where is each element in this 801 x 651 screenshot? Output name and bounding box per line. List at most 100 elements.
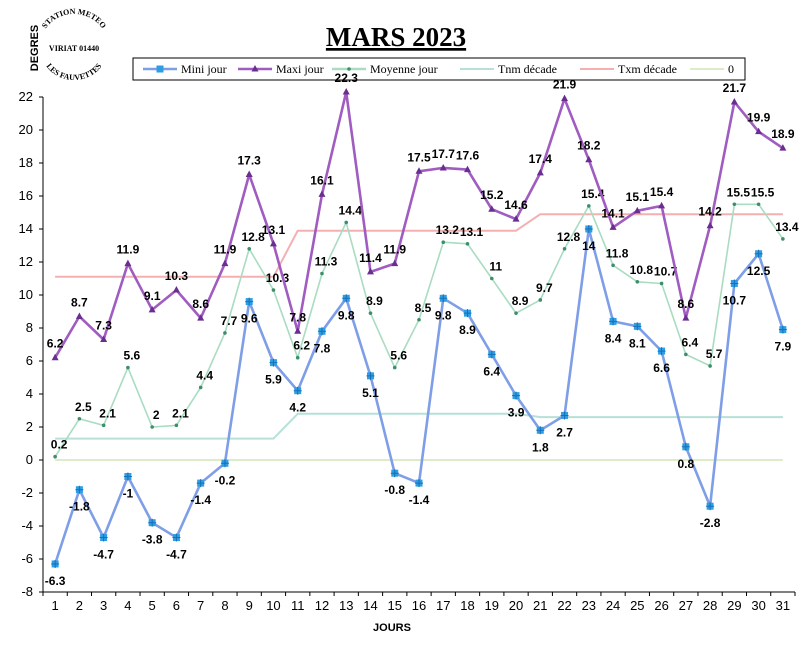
data-point	[51, 353, 59, 361]
y-tick-label: 8	[26, 320, 33, 335]
legend-label: 0	[728, 62, 734, 76]
data-label: 10.8	[630, 263, 654, 277]
data-label: -2.8	[700, 516, 721, 530]
data-point-cross	[560, 411, 569, 420]
data-point	[781, 237, 785, 241]
data-label: 15.5	[727, 185, 751, 199]
series-line	[54, 203, 784, 458]
x-tick-label: 13	[339, 598, 353, 613]
data-label: -3.8	[142, 533, 163, 547]
stamp-middle-text: VIRIAT 01440	[49, 44, 99, 53]
x-tick-label: 7	[197, 598, 204, 613]
series-line	[55, 412, 783, 440]
legend-box	[132, 57, 746, 81]
stamp-top-text: STATION METEO	[40, 7, 108, 30]
data-point	[708, 364, 712, 368]
y-tick-label: 4	[26, 386, 33, 401]
x-tick-label: 3	[100, 598, 107, 613]
y-tick-label: -6	[21, 551, 33, 566]
series-line	[55, 213, 783, 278]
data-point-cross	[342, 294, 351, 303]
data-point	[417, 317, 421, 322]
data-label: 6.2	[47, 337, 64, 351]
x-tick-label: 25	[630, 598, 644, 613]
x-tick-label: 22	[557, 598, 571, 613]
data-point-cross	[609, 317, 618, 326]
data-point-cross	[390, 469, 399, 478]
data-point	[197, 314, 205, 321]
data-label: -1	[123, 487, 134, 501]
x-tick-label: 10	[266, 598, 280, 613]
data-label: 6.4	[483, 364, 500, 378]
data-label: -4.7	[93, 548, 114, 562]
data-point	[172, 286, 180, 293]
y-tick-label: 18	[19, 155, 33, 170]
data-point-cross	[99, 533, 108, 542]
data-point-cross	[51, 559, 60, 568]
x-tick-label: 24	[606, 598, 620, 613]
data-label: 8.7	[71, 295, 88, 309]
data-point-cross	[269, 358, 278, 367]
data-label: 18.9	[771, 127, 795, 141]
data-label: 9.1	[144, 289, 161, 303]
data-label: 18.2	[577, 139, 601, 153]
station-stamp: STATION METEO VIRIAT 01440 LES FAUVETTES	[40, 7, 108, 82]
data-label: 7.8	[314, 341, 331, 355]
data-point	[269, 239, 277, 247]
data-point	[706, 221, 714, 229]
data-point	[441, 240, 446, 244]
data-label: 21.9	[553, 78, 577, 92]
data-point-cross	[778, 325, 787, 334]
data-label: 8.9	[366, 294, 383, 308]
data-label: -1.8	[69, 500, 90, 514]
data-point-cross	[366, 371, 375, 380]
data-label: 8.9	[512, 294, 529, 308]
data-label: 11.9	[117, 243, 140, 257]
data-point-cross	[148, 518, 157, 527]
data-label: 13.2	[436, 223, 460, 237]
data-point	[124, 259, 132, 267]
data-label: 14.1	[601, 206, 625, 220]
data-point-cross	[220, 459, 229, 468]
data-label: 11.9	[214, 243, 237, 257]
data-label: -0.2	[215, 473, 236, 487]
data-label: 14	[582, 239, 596, 253]
data-point-cross	[633, 322, 642, 331]
data-point	[658, 201, 666, 209]
data-label: 6.4	[681, 335, 698, 349]
data-label: 0.8	[677, 457, 694, 471]
x-axis-title: JOURS	[373, 622, 411, 634]
data-label: 10.3	[165, 269, 189, 283]
data-point-cross	[730, 279, 739, 288]
x-tick-label: 30	[751, 598, 765, 613]
data-label: 7.7	[221, 314, 238, 328]
data-point	[294, 327, 302, 334]
data-label: 21.7	[723, 81, 747, 95]
data-label: 8.5	[415, 301, 432, 315]
y-tick-label: 22	[19, 89, 33, 104]
x-tick-label: 4	[124, 598, 131, 613]
data-point-cross	[584, 225, 593, 233]
data-point	[368, 311, 373, 315]
data-point	[150, 425, 154, 429]
data-point	[344, 220, 349, 225]
y-tick-label: -2	[21, 485, 33, 500]
x-tick-label: 28	[703, 598, 717, 613]
y-tick-label: -4	[21, 518, 33, 533]
y-tick-label: 2	[26, 419, 33, 434]
data-label: 11.4	[359, 251, 382, 265]
data-point	[271, 288, 276, 292]
data-point	[53, 454, 57, 459]
data-label: 2	[153, 408, 160, 422]
data-point	[223, 331, 227, 335]
legend-item: Mini jour	[143, 62, 227, 76]
data-label: 5.6	[124, 349, 141, 363]
data-point	[488, 205, 496, 212]
data-point	[585, 155, 593, 163]
data-point-cross	[487, 350, 496, 359]
data-label: 13.1	[460, 225, 484, 239]
data-point	[489, 276, 494, 281]
legend-item: 0	[690, 62, 734, 76]
